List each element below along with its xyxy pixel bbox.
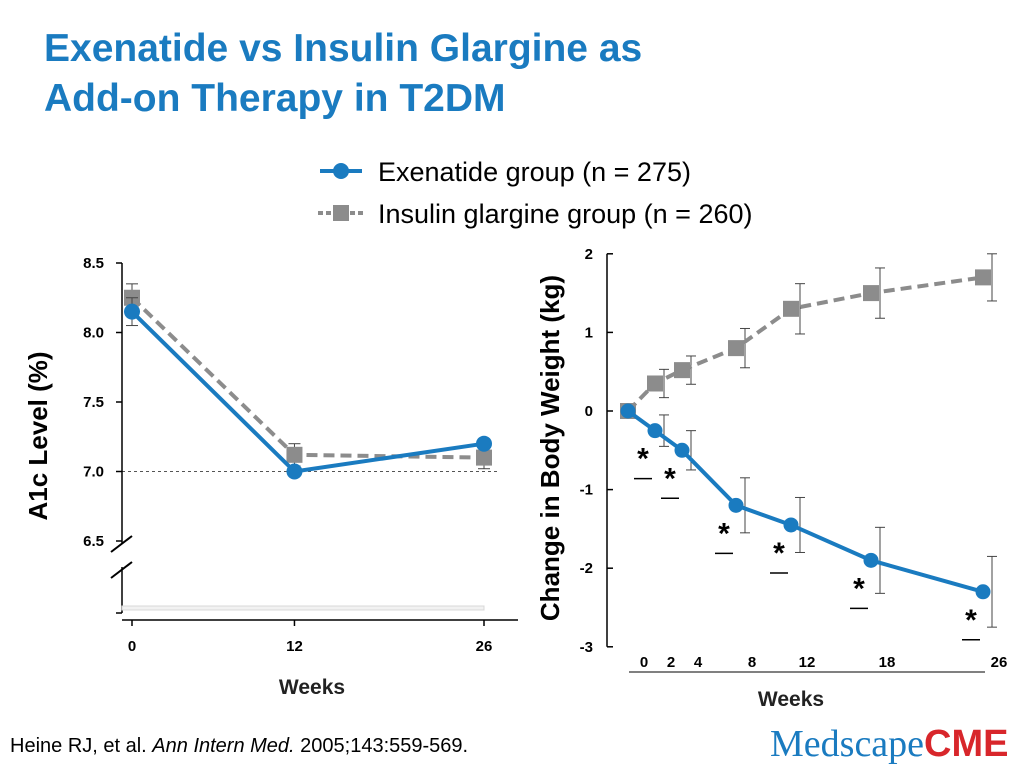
y-tick-label: 6.5 <box>83 533 104 550</box>
slide-title: Exenatide vs Insulin Glargine as Add-on … <box>44 24 804 124</box>
x-tick-label: 0 <box>640 654 648 671</box>
exenatide-point <box>674 442 690 458</box>
legend-label-exenatide: Exenatide group (n = 275) <box>378 157 691 187</box>
significance-star: * <box>664 462 676 495</box>
x-tick-label: 0 <box>128 638 136 655</box>
citation-journal: Ann Intern Med. <box>152 735 295 757</box>
exenatide-point <box>286 463 303 480</box>
body-weight-chart: 2 1 0 -1 -2 -3 0 2 4 8 12 18 26 Change in Body Weight… <box>535 246 1008 711</box>
exenatide-point <box>124 303 140 320</box>
y-tick-label: -1 <box>580 482 593 499</box>
axis-break-mark <box>110 561 133 579</box>
glargine-point <box>286 446 303 463</box>
x-tick-label: 18 <box>879 654 896 671</box>
exenatide-point <box>476 435 492 452</box>
y-axis-title: Change in Body Weight (kg) <box>535 275 565 621</box>
slide-title-line-1: Exenatide vs Insulin Glargine as <box>44 27 643 70</box>
glargine-point <box>783 300 799 317</box>
exenatide-point <box>647 423 663 439</box>
x-tick-label: 12 <box>799 654 816 671</box>
y-tick-label: 2 <box>585 246 593 263</box>
logo-cme-text: CME <box>924 723 1009 765</box>
legend-item-glargine: Insulin glargine group (n = 260) <box>318 194 838 234</box>
citation-details: 2005;143:559-569. <box>300 735 469 757</box>
legend-key-square-icon <box>318 205 364 221</box>
x-tick-label: 8 <box>748 654 756 671</box>
y-tick-label: 0 <box>585 403 593 420</box>
citation: Heine RJ, et al. Ann Intern Med. 2005;14… <box>10 735 468 758</box>
citation-authors: Heine RJ, et al. <box>10 735 147 757</box>
y-tick-label: 7.0 <box>83 464 104 481</box>
legend-label-glargine: Insulin glargine group (n = 260) <box>378 199 753 229</box>
medscape-cme-logo: MedscapeCME <box>770 722 1009 766</box>
significance-star: * <box>965 604 977 637</box>
exenatide-point <box>975 584 991 600</box>
glargine-point <box>674 362 690 379</box>
glargine-line <box>130 296 485 460</box>
exenatide-line <box>130 310 485 474</box>
legend-key-circle-icon <box>320 163 362 179</box>
glargine-line <box>626 275 984 413</box>
y-tick-label: 1 <box>585 324 593 341</box>
slide-title-line-2: Add-on Therapy in T2DM <box>44 77 506 120</box>
glargine-point <box>975 269 991 286</box>
x-axis-title: Weeks <box>758 688 824 711</box>
legend-item-exenatide: Exenatide group (n = 275) <box>318 152 838 192</box>
y-tick-label: 8.5 <box>83 255 104 272</box>
exenatide-point <box>728 497 744 513</box>
exenatide-point <box>620 403 636 419</box>
glargine-point <box>476 449 492 466</box>
glargine-point <box>647 375 663 392</box>
x-tick-label: 12 <box>286 638 303 655</box>
x-axis-title: Weeks <box>279 676 345 699</box>
axis-break-mark <box>110 535 133 553</box>
exenatide-line <box>626 409 984 594</box>
y-tick-label: 8.0 <box>83 325 104 342</box>
exenatide-point <box>783 517 799 533</box>
plot-floor <box>121 605 485 611</box>
y-axis-title: A1c Level (%) <box>23 351 53 520</box>
exenatide-point <box>863 552 879 568</box>
chart-legend: Exenatide group (n = 275) Insulin glargi… <box>318 150 838 236</box>
y-tick-label: -3 <box>580 639 593 656</box>
y-tick-label: 7.5 <box>83 394 104 411</box>
logo-medscape-text: Medscape <box>770 723 925 765</box>
x-tick-label: 26 <box>476 638 493 655</box>
a1c-chart: 8.5 8.0 7.5 7.0 6.5 0 12 26 A1c Level (%) Weeks <box>23 255 518 699</box>
glargine-point <box>863 285 879 302</box>
x-tick-label: 26 <box>991 654 1008 671</box>
significance-star: * <box>853 572 865 605</box>
x-tick-label: 4 <box>694 654 703 671</box>
significance-star: * <box>718 517 730 550</box>
significance-star: * <box>637 443 649 476</box>
y-tick-label: -2 <box>580 560 593 577</box>
glargine-point <box>728 340 744 357</box>
x-tick-label: 2 <box>667 654 675 671</box>
significance-star: * <box>773 537 785 570</box>
